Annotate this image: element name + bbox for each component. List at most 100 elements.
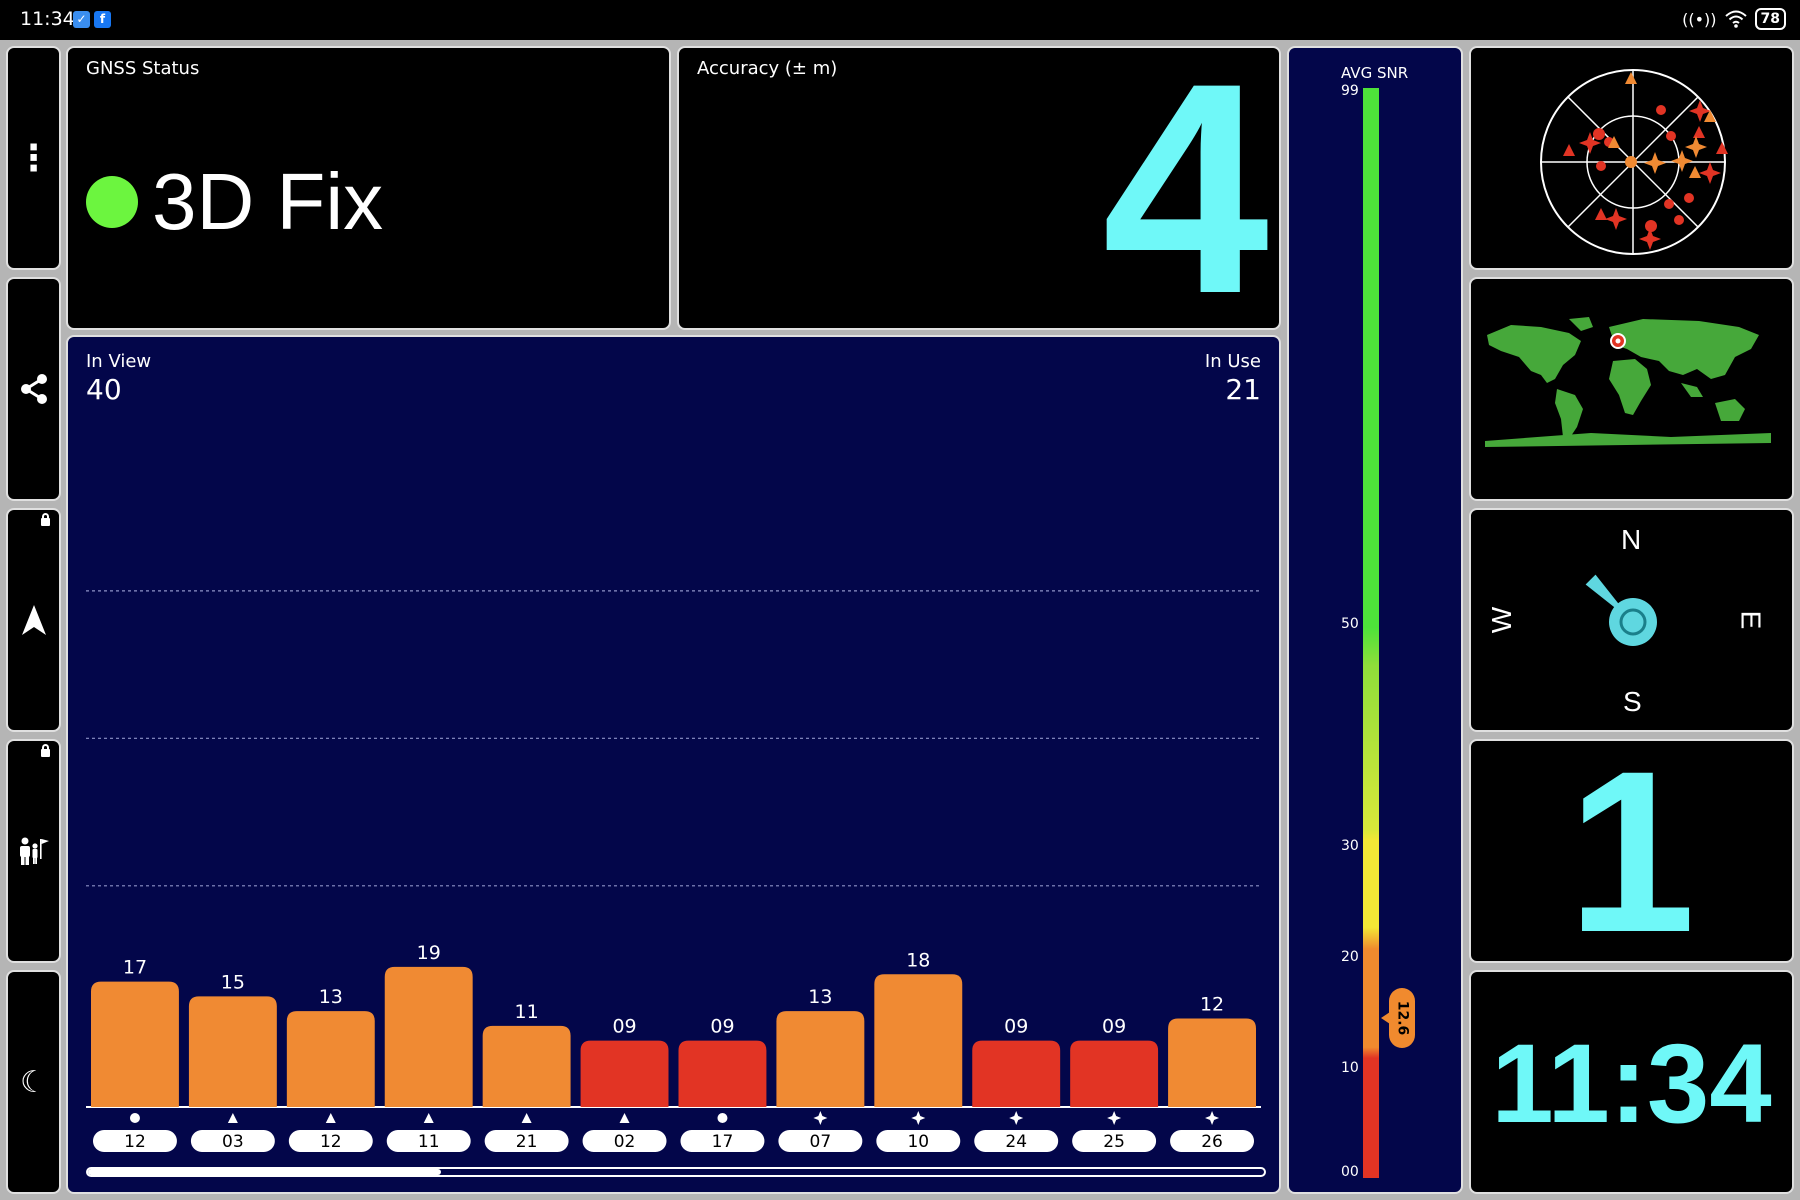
galileo-constellation-icon <box>1009 1111 1024 1125</box>
avg-snr-value-indicator: 12.6 <box>1381 988 1415 1048</box>
bar-value-label: 19 <box>417 942 441 964</box>
bar-value-label: 18 <box>906 949 930 971</box>
lock-icon <box>41 744 50 757</box>
bar-value-label: 09 <box>1102 1016 1126 1038</box>
vibrate-icon: ((•)) <box>1682 9 1717 29</box>
snr-bar <box>874 974 963 1107</box>
gps-constellation-icon <box>717 1113 728 1123</box>
satellite-prn-label: 21 <box>516 1132 538 1152</box>
navigation-button[interactable] <box>6 508 61 732</box>
bar-value-label: 09 <box>612 1016 636 1038</box>
compass-panel[interactable]: N S E W <box>1469 508 1794 732</box>
scrollbar-thumb[interactable] <box>88 1169 441 1175</box>
satellite-prn-pill <box>876 1130 961 1152</box>
navigation-arrow-icon <box>21 605 46 635</box>
bar-value-label: 17 <box>123 957 147 979</box>
sky-plot-panel[interactable] <box>1469 46 1794 270</box>
clock-panel[interactable]: 11:34 <box>1469 970 1794 1194</box>
in-view-count: 40 <box>86 373 122 406</box>
gnss-status-panel[interactable]: GNSS Status 3D Fix <box>66 46 671 330</box>
satellites-chart-panel[interactable]: In View 40 In Use 21 17 12 15 03 13 12 19 11 11 2… <box>66 335 1281 1194</box>
night-mode-button[interactable]: ☾ <box>6 970 61 1194</box>
galileo-constellation-icon <box>911 1111 926 1125</box>
satellite-prn-pill <box>93 1130 177 1152</box>
glonass-constellation-icon <box>619 1113 630 1123</box>
snr-bar <box>188 996 277 1107</box>
avg-snr-title: AVG SNR <box>1341 64 1409 82</box>
tourist-guide-button[interactable] <box>6 739 61 963</box>
snr-tick-20: 20 <box>1341 949 1359 965</box>
checkmark-app-icon: ✓ <box>73 11 90 28</box>
accuracy-label: Accuracy (± m) <box>697 58 838 79</box>
snr-tick-30: 30 <box>1341 838 1359 854</box>
bar-value-label: 13 <box>808 986 832 1008</box>
satellite-count-value: 1 <box>1567 739 1696 963</box>
satellite-prn-label: 11 <box>418 1132 440 1152</box>
satellite-prn-pill <box>680 1130 765 1152</box>
satellite-prn-pill <box>1170 1130 1254 1152</box>
snr-bar <box>482 1025 571 1107</box>
glonass-constellation-icon <box>227 1113 238 1123</box>
fix-status-value: 3D Fix <box>152 157 384 246</box>
snr-tick-00: 00 <box>1341 1164 1359 1180</box>
satellite-prn-pill <box>778 1130 863 1152</box>
accuracy-value: 4 <box>1102 46 1269 330</box>
status-icons: ((•)) 78 <box>1682 8 1786 30</box>
compass-north-label: N <box>1621 524 1642 555</box>
satellite-count-panel[interactable]: 1 <box>1469 739 1794 963</box>
fix-status-indicator <box>86 176 138 228</box>
in-use-label: In Use <box>1204 351 1261 372</box>
in-view-label: In View <box>86 351 152 372</box>
gps-constellation-icon <box>129 1113 140 1123</box>
galileo-constellation-icon <box>1205 1111 1220 1125</box>
snr-tick-10: 10 <box>1341 1060 1359 1076</box>
glonass-constellation-icon <box>521 1113 532 1123</box>
satellite-prn-label: 26 <box>1201 1132 1223 1152</box>
status-bar: 11:34 ✓ f ((•)) 78 <box>0 0 1800 40</box>
snr-bar <box>286 1011 375 1107</box>
compass-needle-icon <box>1585 574 1657 646</box>
satellite-prn-label: 12 <box>320 1132 342 1152</box>
satellite-prn-label: 17 <box>712 1132 734 1152</box>
wifi-icon <box>1724 10 1747 28</box>
in-use-count: 21 <box>1225 373 1261 406</box>
share-icon <box>20 374 47 404</box>
snr-bar <box>91 981 179 1107</box>
snr-bar <box>678 1040 767 1107</box>
satellite-prn-pill <box>190 1130 275 1152</box>
satellite-prn-pill <box>974 1130 1059 1152</box>
snr-color-scale <box>1363 88 1379 1178</box>
snr-bar <box>1168 1018 1256 1107</box>
clock-time: 11:34 <box>1491 1021 1772 1146</box>
snr-bar <box>580 1040 669 1107</box>
avg-snr-panel[interactable]: AVG SNR 99 50 30 20 10 00 12.6 <box>1287 46 1463 1194</box>
menu-button[interactable]: ⋮ <box>6 46 61 270</box>
facebook-icon: f <box>94 11 111 28</box>
satellite-prn-pill <box>582 1130 667 1152</box>
accuracy-panel[interactable]: Accuracy (± m) 4 <box>677 46 1281 330</box>
bar-value-label: 09 <box>1004 1016 1028 1038</box>
satellite-prn-label: 03 <box>222 1132 244 1152</box>
snr-tick-99: 99 <box>1341 83 1359 99</box>
snr-bar <box>1070 1040 1159 1107</box>
guide-person-icon <box>19 837 49 865</box>
share-button[interactable] <box>6 277 61 501</box>
moon-icon: ☾ <box>20 1064 47 1100</box>
satellite-prn-label: 07 <box>810 1132 832 1152</box>
satellite-prn-label: 25 <box>1103 1132 1125 1152</box>
snr-bar <box>972 1040 1061 1107</box>
world-map <box>1485 317 1771 447</box>
snr-tick-50: 50 <box>1341 616 1359 632</box>
satellite-prn-label: 10 <box>907 1132 929 1152</box>
chart-scrollbar[interactable] <box>86 1167 1266 1177</box>
battery-indicator: 78 <box>1754 8 1786 30</box>
satellite-prn-label: 24 <box>1005 1132 1027 1152</box>
satellite-prn-label: 12 <box>124 1132 146 1152</box>
satellite-prn-pill <box>386 1130 471 1152</box>
satellite-prn-pill <box>1072 1130 1157 1152</box>
world-map-panel[interactable] <box>1469 277 1794 501</box>
bar-value-label: 15 <box>221 971 245 993</box>
bar-value-label: 09 <box>710 1016 734 1038</box>
bar-value-label: 11 <box>515 1001 539 1023</box>
snr-bar <box>384 966 473 1107</box>
